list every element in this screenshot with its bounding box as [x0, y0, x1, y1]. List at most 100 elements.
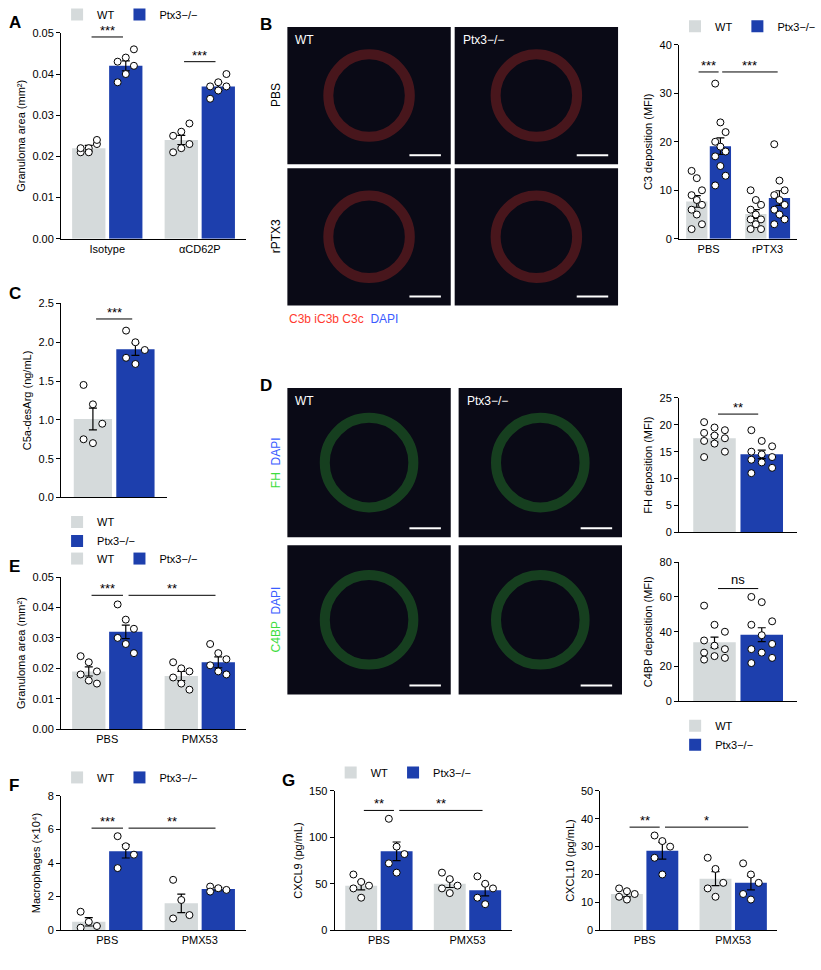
svg-text:0: 0 — [666, 526, 672, 538]
svg-text:10: 10 — [660, 184, 672, 196]
svg-text:WT: WT — [715, 21, 732, 33]
svg-text:30: 30 — [581, 840, 593, 852]
svg-text:PBS: PBS — [698, 243, 720, 255]
svg-text:Macrophages (×10⁴): Macrophages (×10⁴) — [30, 813, 42, 913]
svg-text:0.03: 0.03 — [32, 632, 53, 644]
svg-text:Granuloma area (mm²): Granuloma area (mm²) — [15, 80, 27, 192]
svg-text:150: 150 — [309, 785, 327, 797]
svg-text:0.05: 0.05 — [32, 571, 53, 583]
svg-text:0.0: 0.0 — [39, 491, 54, 503]
svg-text:0.02: 0.02 — [32, 662, 53, 674]
svg-text:0.01: 0.01 — [32, 693, 53, 705]
svg-text:PBS: PBS — [634, 934, 656, 946]
svg-text:2: 2 — [48, 890, 54, 902]
svg-text:40: 40 — [581, 813, 593, 825]
svg-text:G: G — [282, 771, 295, 790]
svg-text:E: E — [9, 557, 20, 576]
svg-text:Ptx3−/−: Ptx3−/− — [433, 767, 471, 779]
svg-text:***: *** — [100, 814, 115, 829]
svg-text:WT: WT — [97, 516, 114, 528]
svg-text:6: 6 — [48, 823, 54, 835]
svg-text:A: A — [9, 13, 21, 32]
svg-text:30: 30 — [660, 87, 672, 99]
svg-text:PMX53: PMX53 — [715, 934, 751, 946]
svg-text:Ptx3−/−: Ptx3−/− — [463, 33, 504, 47]
svg-text:0: 0 — [587, 924, 593, 936]
svg-text:2.5: 2.5 — [39, 297, 54, 309]
svg-text:4: 4 — [48, 857, 54, 869]
svg-text:Ptx3−/−: Ptx3−/− — [159, 553, 197, 565]
svg-text:1.5: 1.5 — [39, 375, 54, 387]
svg-text:PBS: PBS — [269, 83, 283, 107]
svg-text:**: ** — [374, 796, 384, 811]
svg-text:PMX53: PMX53 — [449, 934, 485, 946]
svg-text:**: ** — [733, 400, 743, 415]
svg-text:0.00: 0.00 — [32, 723, 53, 735]
svg-text:0.00: 0.00 — [32, 233, 53, 245]
svg-text:***: *** — [192, 48, 207, 63]
svg-text:5: 5 — [666, 499, 672, 511]
svg-text:FH DAPI: FH DAPI — [269, 438, 283, 489]
svg-text:Ptx3−/−: Ptx3−/− — [467, 394, 508, 408]
svg-text:WT: WT — [295, 33, 314, 47]
svg-text:FH deposition (MFI): FH deposition (MFI) — [642, 417, 654, 514]
svg-text:**: ** — [436, 796, 446, 811]
svg-text:2.0: 2.0 — [39, 336, 54, 348]
svg-text:25: 25 — [660, 392, 672, 404]
svg-text:Ptx3−/−: Ptx3−/− — [97, 535, 135, 547]
svg-text:0: 0 — [666, 695, 672, 707]
svg-text:Ptx3−/−: Ptx3−/− — [715, 739, 753, 751]
svg-text:PBS: PBS — [96, 733, 118, 745]
svg-text:WT: WT — [371, 767, 388, 779]
svg-text:Ptx3−/−: Ptx3−/− — [777, 21, 815, 33]
svg-text:rPTX3: rPTX3 — [269, 219, 283, 253]
svg-text:F: F — [9, 776, 19, 795]
svg-text:CXCL9 (pg/mL): CXCL9 (pg/mL) — [292, 822, 304, 898]
svg-text:10: 10 — [660, 472, 672, 484]
svg-text:0: 0 — [666, 233, 672, 245]
svg-text:Granuloma area (mm²): Granuloma area (mm²) — [15, 597, 27, 709]
svg-text:0.04: 0.04 — [32, 68, 53, 80]
svg-text:50: 50 — [581, 785, 593, 797]
svg-text:PBS: PBS — [96, 934, 118, 946]
svg-text:PMX53: PMX53 — [182, 733, 218, 745]
svg-text:***: *** — [107, 305, 122, 320]
svg-text:20: 20 — [581, 868, 593, 880]
svg-text:C4BP DAPI: C4BP DAPI — [269, 587, 283, 653]
svg-text:0: 0 — [321, 924, 327, 936]
svg-text:20: 20 — [660, 419, 672, 431]
svg-text:D: D — [260, 376, 272, 395]
svg-text:C3b iC3b C3c DAPI: C3b iC3b C3c DAPI — [289, 312, 398, 326]
svg-text:PMX53: PMX53 — [182, 934, 218, 946]
svg-text:**: ** — [640, 813, 650, 828]
svg-text:WT: WT — [97, 9, 114, 21]
svg-text:40: 40 — [660, 39, 672, 51]
svg-text:20: 20 — [660, 660, 672, 672]
svg-text:WT: WT — [97, 553, 114, 565]
svg-text:Ptx3−/−: Ptx3−/− — [159, 772, 197, 784]
svg-text:40: 40 — [660, 626, 672, 638]
svg-text:1.0: 1.0 — [39, 414, 54, 426]
svg-text:C4BP deposition (MFI): C4BP deposition (MFI) — [642, 576, 654, 687]
svg-text:B: B — [260, 15, 272, 34]
svg-text:***: *** — [742, 58, 757, 73]
svg-text:C5a-desArg (ng/mL): C5a-desArg (ng/mL) — [21, 351, 33, 451]
svg-text:rPTX3: rPTX3 — [752, 243, 783, 255]
svg-text:C3 deposition (MFI): C3 deposition (MFI) — [642, 93, 654, 190]
svg-text:Ptx3−/−: Ptx3−/− — [159, 9, 197, 21]
svg-text:WT: WT — [295, 394, 314, 408]
svg-text:0.05: 0.05 — [32, 27, 53, 39]
svg-text:80: 80 — [660, 556, 672, 568]
svg-text:20: 20 — [660, 136, 672, 148]
svg-text:*: * — [704, 813, 709, 828]
svg-text:**: ** — [167, 581, 177, 596]
svg-text:0.02: 0.02 — [32, 150, 53, 162]
svg-text:60: 60 — [660, 591, 672, 603]
svg-text:***: *** — [701, 58, 716, 73]
svg-text:WT: WT — [715, 720, 732, 732]
svg-text:Isotype: Isotype — [90, 243, 125, 255]
svg-text:100: 100 — [309, 831, 327, 843]
svg-text:15: 15 — [660, 446, 672, 458]
svg-text:C: C — [9, 284, 21, 303]
svg-text:0.5: 0.5 — [39, 453, 54, 465]
